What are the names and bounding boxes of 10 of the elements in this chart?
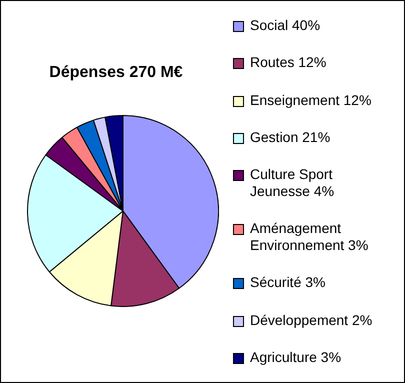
legend-label: Social 40% xyxy=(250,17,320,34)
legend-label: Routes 12% xyxy=(250,54,326,72)
legend-label: Enseignement 12% xyxy=(250,92,372,109)
legend-label: Sécurité 3% xyxy=(250,274,326,292)
legend-label: Agriculture 3% xyxy=(250,348,342,366)
legend-label: Culture Sport Jeunesse 4% xyxy=(250,166,336,200)
legend-label: Développement 2% xyxy=(250,312,372,329)
legend-label: Aménagement Environnement 3% xyxy=(250,220,370,254)
legend-label: Gestion 21% xyxy=(250,128,330,146)
text: Dépenses 270 M€ xyxy=(48,64,184,82)
